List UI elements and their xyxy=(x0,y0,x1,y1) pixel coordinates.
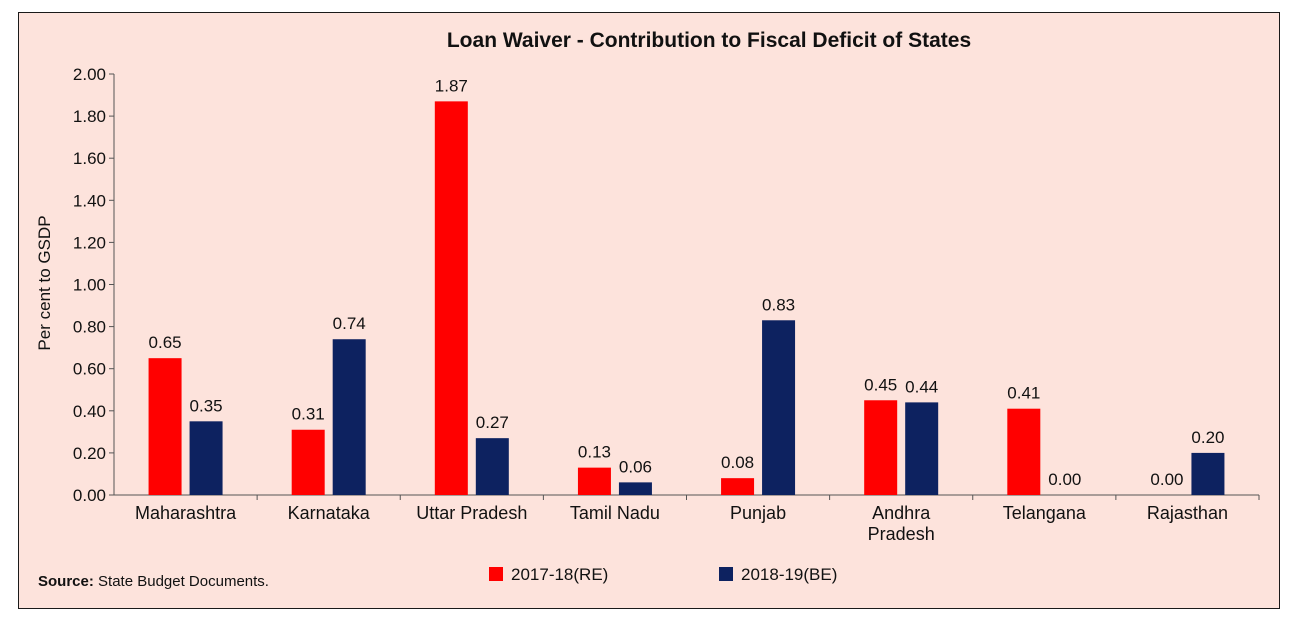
bar-series2 xyxy=(189,421,223,495)
x-tick-label-line: Andhra xyxy=(872,503,931,523)
x-tick-label-line: Karnataka xyxy=(288,503,371,523)
data-label: 0.08 xyxy=(721,453,754,472)
bar-series1 xyxy=(148,358,182,495)
bar-series2 xyxy=(475,438,509,495)
legend-label: 2018-19(BE) xyxy=(741,565,837,584)
x-tick-label-line: Rajasthan xyxy=(1147,503,1228,523)
legend-swatch xyxy=(489,567,503,581)
source-note: Source: State Budget Documents. xyxy=(38,573,269,590)
bar-series2 xyxy=(1191,452,1225,495)
y-tick-label: 1.60 xyxy=(73,149,106,168)
data-label: 0.45 xyxy=(864,375,897,394)
y-tick-label: 1.80 xyxy=(73,107,106,126)
x-tick-label: Andhra Pradesh xyxy=(868,503,935,544)
data-label: 0.44 xyxy=(905,377,938,396)
data-label: 0.00 xyxy=(1048,470,1081,489)
data-label: 0.41 xyxy=(1007,384,1040,403)
chart: Loan Waiver - Contribution to Fiscal Def… xyxy=(35,29,1260,584)
data-label: 0.00 xyxy=(1150,470,1183,489)
x-tick-label-line: Uttar Pradesh xyxy=(416,503,527,523)
bar-series1 xyxy=(291,429,325,495)
data-label: 0.20 xyxy=(1191,428,1224,447)
y-tick-label: 0.00 xyxy=(73,486,106,505)
y-tick-label: 1.20 xyxy=(73,233,106,252)
x-tick-label: Punjab xyxy=(730,503,786,523)
data-label: 0.83 xyxy=(762,295,795,314)
x-tick-label-line: Telangana xyxy=(1003,503,1087,523)
data-label: 0.13 xyxy=(578,443,611,462)
data-label: 0.27 xyxy=(476,413,509,432)
bar-series1 xyxy=(721,478,755,495)
data-label: 0.74 xyxy=(333,314,366,333)
data-label: 0.31 xyxy=(292,405,325,424)
x-tick-label: Karnataka xyxy=(288,503,371,523)
y-tick-label: 0.20 xyxy=(73,444,106,463)
legend-label: 2017-18(RE) xyxy=(511,565,608,584)
bar-series2 xyxy=(905,402,939,495)
source-label: Source: xyxy=(38,573,94,590)
bar-series1 xyxy=(864,400,898,495)
y-axis-label: Per cent to GSDP xyxy=(35,215,54,350)
bar-series2 xyxy=(332,339,366,495)
legend-swatch xyxy=(719,567,733,581)
y-tick-label: 1.40 xyxy=(73,191,106,210)
y-tick-label: 0.40 xyxy=(73,402,106,421)
y-tick-label: 1.00 xyxy=(73,276,106,295)
y-tick-label: 2.00 xyxy=(73,65,106,84)
bar-series1 xyxy=(434,101,468,496)
data-label: 0.35 xyxy=(190,396,223,415)
bar-series1 xyxy=(577,467,611,495)
bar-series1 xyxy=(1007,408,1041,495)
x-tick-label: Maharashtra xyxy=(135,503,237,523)
y-tick-label: 0.80 xyxy=(73,318,106,337)
chart-frame: Loan Waiver - Contribution to Fiscal Def… xyxy=(18,12,1280,609)
x-tick-label: Rajasthan xyxy=(1147,503,1228,523)
x-tick-label-line: Tamil Nadu xyxy=(570,503,660,523)
x-tick-label-line: Punjab xyxy=(730,503,786,523)
x-tick-label: Tamil Nadu xyxy=(570,503,660,523)
source-text: State Budget Documents. xyxy=(93,573,269,590)
x-tick-label-line: Maharashtra xyxy=(135,503,237,523)
data-label: 1.87 xyxy=(435,76,468,95)
data-label: 0.65 xyxy=(149,333,182,352)
chart-title: Loan Waiver - Contribution to Fiscal Def… xyxy=(447,29,971,52)
data-label: 0.06 xyxy=(619,457,652,476)
bar-series2 xyxy=(618,482,652,495)
x-tick-label: Uttar Pradesh xyxy=(416,503,527,523)
y-tick-label: 0.60 xyxy=(73,360,106,379)
x-tick-label: Telangana xyxy=(1003,503,1087,523)
x-tick-label-line: Pradesh xyxy=(868,524,935,544)
bar-series2 xyxy=(762,320,796,495)
